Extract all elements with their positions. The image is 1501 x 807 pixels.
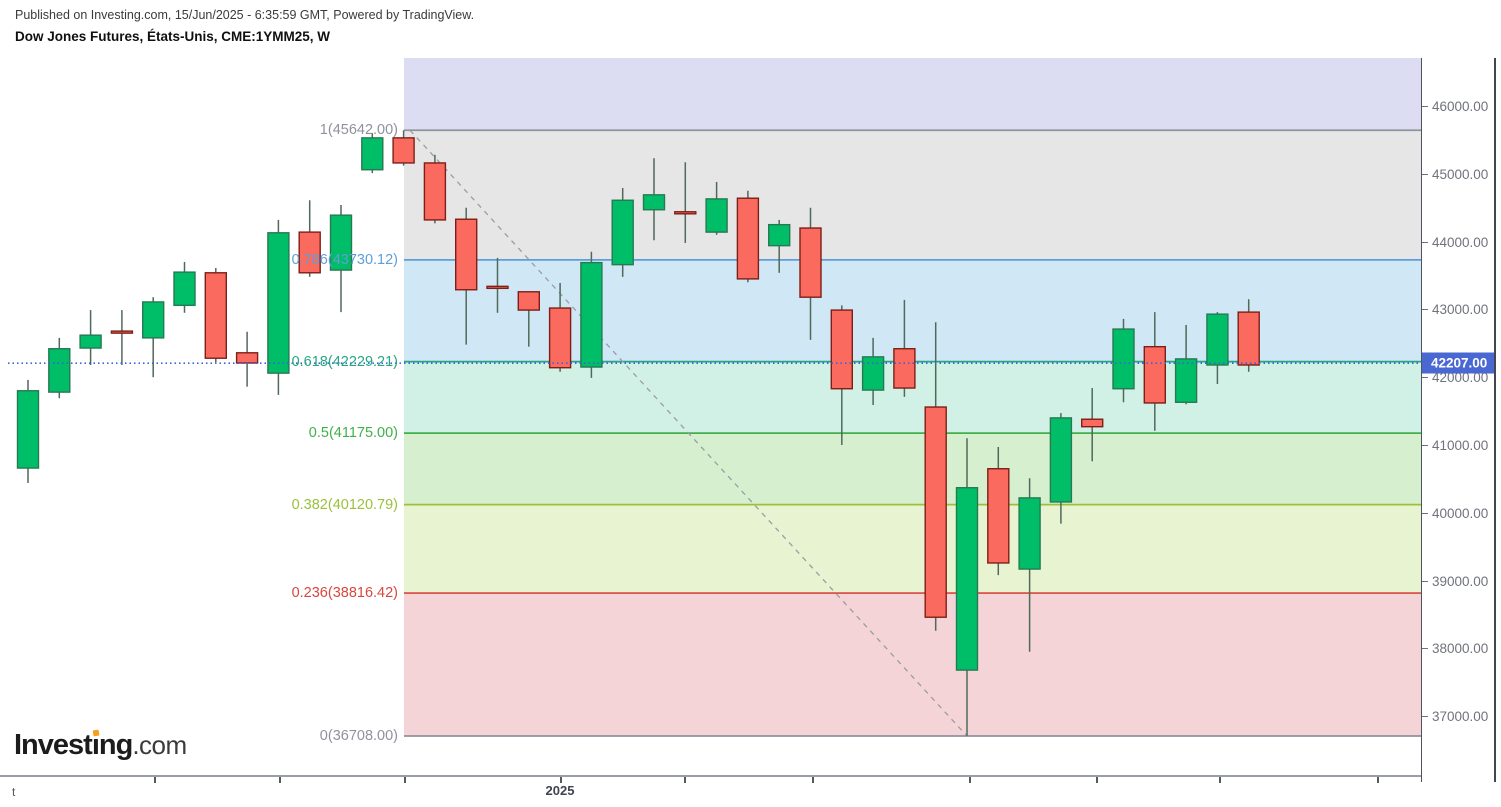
candlestick-canvas[interactable] <box>0 58 1421 775</box>
fib-zone <box>404 593 1421 736</box>
fib-label-0.618: 0.618(42229.21) <box>291 353 398 370</box>
fib-zone <box>404 433 1421 505</box>
candle-body <box>580 261 603 368</box>
candle-body <box>517 291 540 311</box>
candle-body <box>1080 418 1104 428</box>
instrument-title: Dow Jones Futures, États-Unis, CME:1YMM2… <box>15 29 331 44</box>
fib-label-0: 0(36708.00) <box>319 728 398 744</box>
fib-zone <box>404 58 1421 131</box>
x-axis-tick <box>560 777 562 783</box>
logo-suffix: .com <box>132 730 187 760</box>
candle-body <box>987 468 1010 564</box>
candle-body <box>799 227 822 298</box>
price-chart[interactable]: 1(45642.00) 0.786(43730.12) 0.618(42229.21… <box>0 58 1421 775</box>
logo-text: Investı ng <box>14 729 133 761</box>
x-axis-tick <box>684 777 686 783</box>
published-line: Published on Investing.com, 15/Jun/2025 … <box>15 8 475 22</box>
candle-body <box>830 309 853 390</box>
candle-body <box>16 390 40 469</box>
candle-body <box>110 330 134 334</box>
partial-month-label: t <box>12 785 16 799</box>
fib-zone <box>404 504 1421 594</box>
candle-body <box>48 348 71 393</box>
candle-body <box>361 137 384 171</box>
x-axis-tick <box>812 777 814 783</box>
candle-body <box>1206 313 1229 366</box>
fib-label-1: 1(45642.00) <box>319 122 398 139</box>
x-axis-tick <box>1096 777 1098 783</box>
year-label: 2025 <box>545 783 575 798</box>
x-axis-tick <box>969 777 971 783</box>
candle-body <box>611 199 634 266</box>
candle-body <box>79 334 102 349</box>
candle-body <box>1112 328 1135 390</box>
candle-body <box>392 137 415 164</box>
candle-body <box>267 232 290 374</box>
candle-body <box>141 301 165 339</box>
candle-body <box>329 214 353 271</box>
candle-body <box>705 198 728 233</box>
fib-label-0.236: 0.236(38816.42) <box>291 585 398 602</box>
candle-body <box>893 348 916 389</box>
candle-body <box>486 285 509 290</box>
y-axis-outer-border <box>1494 58 1496 782</box>
candle-body <box>955 487 979 671</box>
candle-body <box>204 272 228 359</box>
candle-body <box>768 223 791 247</box>
fib-trend-line <box>409 129 968 737</box>
candle-body <box>736 197 760 280</box>
fib-zone <box>404 130 1421 260</box>
candle-body <box>173 271 196 307</box>
fib-label-0.5: 0.5(41175.00) <box>308 425 398 442</box>
x-axis-tick <box>1219 777 1221 783</box>
fib-label-0.382: 0.382(40120.79) <box>291 496 398 513</box>
chart-header: Published on Investing.com, 15/Jun/2025 … <box>15 8 474 44</box>
candle-body <box>1018 497 1041 570</box>
candle-body <box>924 406 947 618</box>
x-axis-tick <box>279 777 281 783</box>
candle-body <box>674 211 697 215</box>
logo-orange-dot <box>92 729 100 736</box>
y-axis-panel[interactable]: 46000.00 45000.00 44000.00 43000.00 42000.00… <box>1421 58 1501 782</box>
candle-body <box>1143 345 1167 404</box>
candle-body <box>548 307 572 369</box>
fib-label-0.786: 0.786(43730.12) <box>291 251 398 268</box>
current-price-badge: 42207.00 <box>1422 352 1494 374</box>
candle-body <box>861 356 885 391</box>
candle-body <box>1049 417 1073 503</box>
candle-body <box>1237 311 1260 366</box>
x-axis-tick <box>404 777 406 783</box>
candle-body <box>423 162 447 221</box>
candle-body <box>455 218 478 291</box>
x-axis-tick <box>154 777 156 783</box>
x-axis-line <box>0 775 1421 777</box>
x-axis-panel[interactable]: 2025 t <box>0 775 1501 807</box>
investing-logo: Investı ng.com <box>14 729 187 762</box>
x-axis-tick <box>1377 777 1379 783</box>
candle-body <box>298 231 321 274</box>
candle-body <box>1174 358 1198 403</box>
candle-body <box>642 194 666 211</box>
